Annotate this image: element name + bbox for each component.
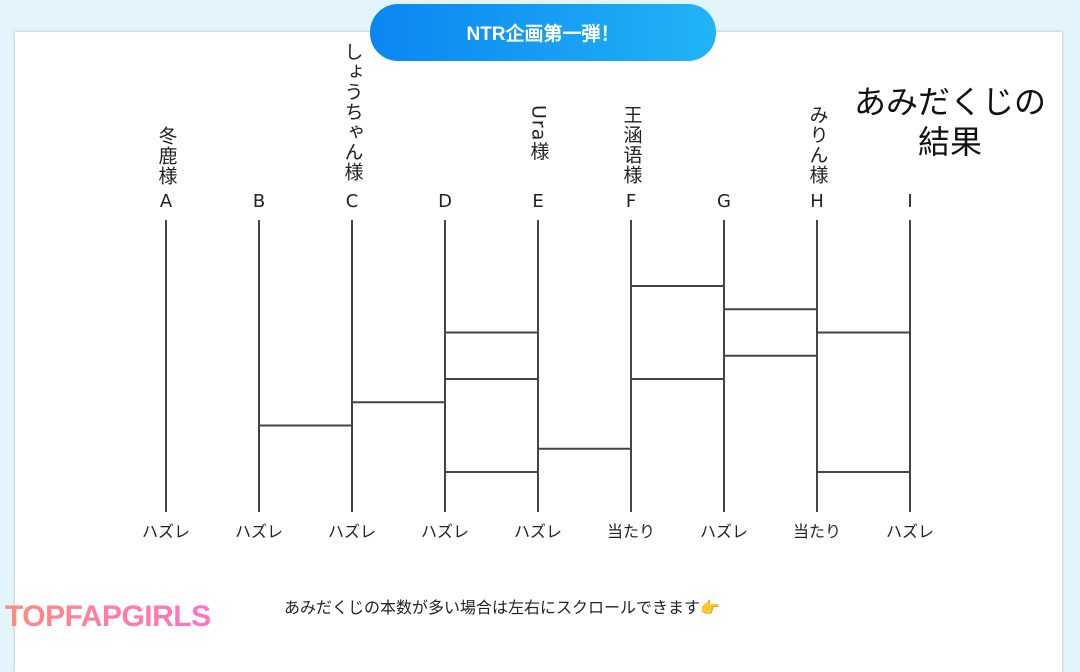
column-result: 当たり — [792, 522, 842, 541]
column-letter: E — [532, 191, 544, 212]
participant-name: しょうちゃん様 — [341, 42, 364, 182]
header-banner: NTR企画第一弾！ — [370, 4, 716, 61]
column-result: ハズレ — [885, 522, 935, 541]
participant-name: みりん様 — [806, 105, 829, 185]
participant-name: 王涵语様 — [620, 105, 643, 185]
column-result: ハズレ — [327, 522, 377, 541]
column-result: 当たり — [606, 522, 656, 541]
pointing-hand-icon: 👉 — [700, 598, 720, 617]
column-result: ハズレ — [234, 522, 284, 541]
column-letter: H — [810, 191, 824, 212]
diagram-title: あみだくじの結果 — [853, 83, 1046, 161]
watermark-logo: TOPFAPGIRLS — [5, 600, 211, 633]
column-letter: C — [345, 191, 359, 212]
column-letter: B — [252, 191, 266, 212]
column-letter: A — [159, 191, 173, 212]
column-letter: G — [717, 191, 731, 212]
column-letter: I — [907, 191, 913, 212]
column-letter: D — [438, 191, 452, 212]
scroll-note-text: あみだくじの本数が多い場合は左右にスクロールできます — [284, 598, 701, 617]
participant-name: 冬鹿様 — [155, 126, 178, 186]
header-title: NTR企画第一弾！ — [466, 24, 620, 45]
column-letter: F — [625, 191, 637, 212]
participant-name: Ura様 — [527, 105, 550, 162]
column-result: ハズレ — [699, 522, 749, 541]
amidakuji-ladder — [165, 220, 911, 512]
scroll-note: あみだくじの本数が多い場合は左右にスクロールできます👉 — [284, 594, 720, 618]
column-result: ハズレ — [420, 522, 470, 541]
column-result: ハズレ — [141, 522, 191, 541]
column-result: ハズレ — [513, 522, 563, 541]
